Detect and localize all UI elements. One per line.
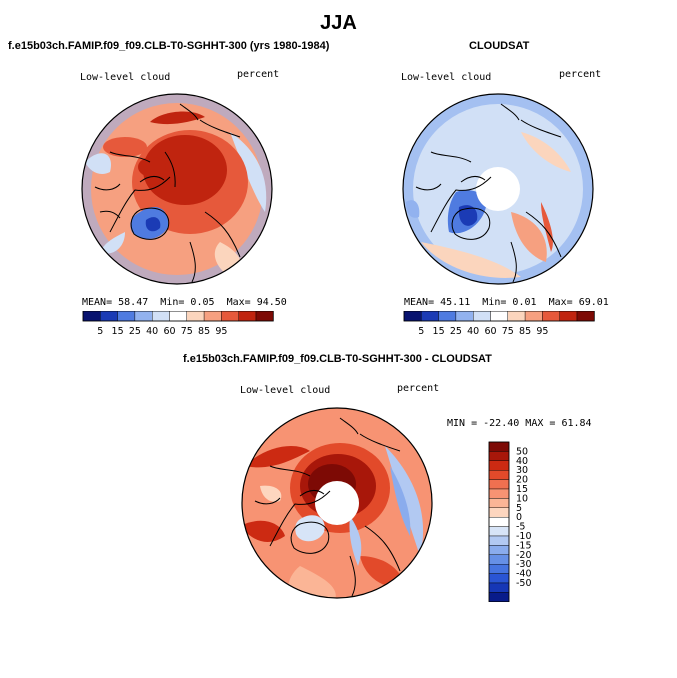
diff-stats: MIN = -22.40 MAX = 61.84 bbox=[447, 418, 592, 429]
colorbar-swatch bbox=[134, 311, 153, 322]
colorbar-tick-label: 25 bbox=[129, 326, 141, 337]
colorbar-tick-label: -50 bbox=[516, 578, 532, 589]
model-colorbar: 5 15 25 40 60 75 85 95 bbox=[82, 311, 274, 337]
colorbar-swatch bbox=[488, 470, 510, 480]
colorbar-swatch bbox=[488, 573, 510, 584]
colorbar-swatch bbox=[488, 479, 510, 490]
colorbar-tick-label: 75 bbox=[181, 326, 193, 337]
colorbar-swatch bbox=[488, 507, 510, 518]
colorbar-swatch bbox=[488, 516, 510, 527]
colorbar-tick-label: 75 bbox=[502, 326, 514, 337]
colorbar-tick-label: 15 bbox=[516, 484, 528, 495]
colorbar-swatch bbox=[488, 554, 510, 565]
model-polar-map bbox=[81, 93, 273, 285]
colorbar-swatch bbox=[186, 311, 205, 322]
colorbar-tick-label: -5 bbox=[516, 522, 525, 533]
colorbar-tick-label: -15 bbox=[516, 540, 532, 551]
obs-units-label: percent bbox=[559, 69, 602, 80]
colorbar-tick-label: 40 bbox=[467, 326, 479, 337]
colorbar-swatch bbox=[117, 311, 136, 322]
colorbar-tick-label: 20 bbox=[516, 475, 528, 486]
obs-panel-title: CLOUDSAT bbox=[469, 40, 530, 52]
model-panel-title: f.e15b03ch.FAMIP.f09_f09.CLB-T0-SGHHT-30… bbox=[8, 40, 330, 52]
obs-stats: MEAN= 45.11 Min= 0.01 Max= 69.01 bbox=[404, 297, 609, 308]
model-field-label: Low-level cloud bbox=[80, 72, 171, 83]
colorbar-swatch bbox=[421, 311, 439, 322]
colorbar-swatch bbox=[488, 582, 510, 593]
diff-field-label: Low-level cloud bbox=[240, 385, 331, 396]
season-title: JJA bbox=[320, 12, 357, 34]
obs-colorbar: 5 15 25 40 60 75 85 95 bbox=[403, 311, 595, 337]
colorbar-swatch bbox=[488, 592, 510, 602]
colorbar-swatch bbox=[507, 311, 526, 322]
colorbar-swatch bbox=[151, 311, 170, 322]
colorbar-swatch bbox=[576, 311, 595, 322]
colorbar-swatch bbox=[203, 311, 222, 322]
colorbar-tick-label: 5 bbox=[97, 326, 103, 337]
colorbar-tick-label: 30 bbox=[516, 465, 528, 476]
colorbar-swatch bbox=[488, 441, 510, 452]
colorbar-swatch bbox=[488, 488, 510, 499]
colorbar-tick-label: 85 bbox=[519, 326, 531, 337]
colorbar-tick-label: -30 bbox=[516, 559, 532, 570]
colorbar-swatch bbox=[488, 563, 510, 574]
colorbar-tick-label: 15 bbox=[112, 326, 124, 337]
colorbar-swatch bbox=[488, 535, 510, 546]
colorbar-swatch bbox=[455, 311, 474, 322]
obs-polar-map bbox=[402, 93, 594, 285]
colorbar-tick-label: 5 bbox=[418, 326, 424, 337]
colorbar-tick-label: 5 bbox=[516, 503, 522, 514]
colorbar-swatch bbox=[488, 460, 510, 471]
colorbar-swatch bbox=[488, 545, 510, 556]
colorbar-tick-label: 50 bbox=[516, 446, 528, 457]
colorbar-swatch bbox=[255, 311, 274, 322]
colorbar-tick-label: 0 bbox=[516, 512, 522, 523]
colorbar-tick-label: 40 bbox=[516, 456, 528, 467]
colorbar-tick-label: 40 bbox=[146, 326, 158, 337]
colorbar-swatch bbox=[82, 311, 101, 322]
colorbar-swatch bbox=[490, 311, 508, 322]
colorbar-tick-label: -10 bbox=[516, 531, 532, 542]
colorbar-swatch bbox=[472, 311, 491, 322]
obs-field-label: Low-level cloud bbox=[401, 72, 492, 83]
diff-panel-title: f.e15b03ch.FAMIP.f09_f09.CLB-T0-SGHHT-30… bbox=[183, 353, 492, 365]
colorbar-swatch bbox=[438, 311, 457, 322]
colorbar-tick-label: 60 bbox=[163, 326, 175, 337]
colorbar-swatch bbox=[488, 526, 510, 537]
diff-polar-map bbox=[241, 407, 433, 599]
colorbar-swatch bbox=[238, 311, 257, 322]
colorbar-swatch bbox=[488, 451, 510, 461]
colorbar-tick-label: 60 bbox=[484, 326, 496, 337]
model-units-label: percent bbox=[237, 69, 280, 80]
colorbar-swatch bbox=[542, 311, 560, 322]
colorbar-tick-label: 85 bbox=[198, 326, 210, 337]
colorbar-swatch bbox=[403, 311, 422, 322]
colorbar-swatch bbox=[559, 311, 578, 322]
colorbar-swatch bbox=[100, 311, 118, 322]
colorbar-tick-label: -40 bbox=[516, 569, 532, 580]
colorbar-tick-label: 15 bbox=[433, 326, 445, 337]
diff-units-label: percent bbox=[397, 383, 440, 394]
colorbar-tick-label: 95 bbox=[536, 326, 548, 337]
colorbar-tick-label: 25 bbox=[450, 326, 462, 337]
model-stats: MEAN= 58.47 Min= 0.05 Max= 94.50 bbox=[82, 297, 287, 308]
colorbar-tick-label: 95 bbox=[215, 326, 227, 337]
colorbar-swatch bbox=[488, 498, 510, 509]
colorbar-tick-label: 10 bbox=[516, 493, 528, 504]
colorbar-tick-label: -20 bbox=[516, 550, 532, 561]
colorbar-swatch bbox=[169, 311, 187, 322]
colorbar-swatch bbox=[524, 311, 543, 322]
colorbar-swatch bbox=[221, 311, 239, 322]
